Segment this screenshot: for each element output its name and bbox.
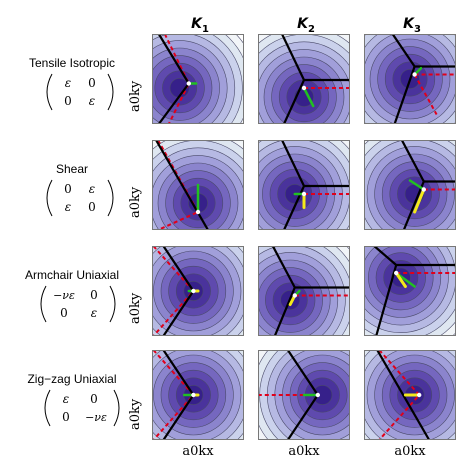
contour-panel-r4-k2 — [258, 350, 350, 440]
contour-panel-r2-k2 — [258, 140, 350, 230]
brillouin-zone-edge — [373, 246, 456, 336]
dirac-point-marker — [412, 72, 417, 77]
strain-matrix-shear: 0 ε ε 0 — [40, 178, 120, 218]
dirac-point-marker — [394, 270, 399, 276]
dirac-point-marker — [315, 392, 320, 398]
dirac-point-marker — [301, 85, 307, 91]
column-header-k1: K1 — [150, 16, 250, 35]
matrix-cell: −νε — [85, 411, 107, 424]
matrix-brackets: ε 0 0 ε — [46, 73, 114, 111]
contour-panel-r1-k1 — [152, 34, 244, 124]
matrix-cell: 0 — [60, 306, 68, 320]
dirac-point-marker — [191, 392, 196, 398]
y-axis-label: a0ky — [128, 80, 143, 112]
x-axis-label: a0kx — [182, 444, 214, 459]
strain-matrix-tensile: ε 0 0 ε — [40, 72, 120, 112]
dashed-boundary-line — [152, 246, 195, 336]
row-title-tensile-isotropic: Tensile Isotropic — [28, 56, 116, 70]
matrix-brackets: −νε 0 0 ε — [40, 285, 116, 323]
contour-panel-r1-k3 — [364, 34, 456, 124]
dirac-point-marker — [421, 187, 426, 192]
dashed-boundary-line — [378, 350, 421, 440]
column-header-k2: K2 — [256, 16, 356, 35]
dirac-point-marker — [301, 191, 307, 197]
brillouin-zone-edge — [281, 140, 350, 230]
matrix-cell: ε — [91, 306, 97, 320]
y-axis-label: a0ky — [128, 292, 143, 324]
matrix-cell: 0 — [64, 94, 72, 108]
contour-panel-r4-k3 — [364, 350, 456, 440]
matrix-cell: −νε — [53, 289, 75, 302]
matrix-brackets: ε 0 0 −νε — [44, 389, 120, 427]
strain-matrix-zigzag: ε 0 0 −νε — [40, 388, 120, 428]
matrix-cell: 0 — [88, 76, 96, 90]
y-axis-label: a0ky — [128, 398, 143, 430]
brillouin-zone-edge — [400, 140, 456, 230]
dirac-point-marker — [186, 81, 191, 86]
x-axis-label: a0kx — [288, 444, 320, 459]
dirac-point-marker — [417, 392, 422, 398]
column-sub: 1 — [201, 23, 209, 35]
matrix-cell: 0 — [88, 200, 96, 214]
column-symbol: K — [191, 16, 202, 32]
dirac-point-marker — [292, 293, 297, 298]
dirac-shift-arrow — [408, 179, 426, 191]
dirac-point-marker — [191, 288, 196, 294]
dashed-boundary-line — [163, 34, 190, 124]
contour-panel-r1-k2 — [258, 34, 350, 124]
brillouin-zone-edge — [391, 34, 456, 124]
matrix-cell: ε — [89, 182, 95, 196]
matrix-cell: 0 — [90, 392, 98, 406]
dashed-boundary-line — [152, 350, 195, 440]
y-axis-label: a0ky — [128, 186, 143, 218]
x-axis-label: a0kx — [394, 444, 426, 459]
contour-panel-r3-k2 — [258, 246, 350, 336]
dirac-point-marker — [195, 209, 201, 215]
column-header-k3: K3 — [362, 16, 462, 35]
matrix-cell: ε — [65, 76, 71, 90]
vector-potential-arrow — [413, 188, 426, 214]
column-symbol: K — [403, 16, 414, 32]
vector-potential-arrow — [394, 271, 407, 288]
matrix-cell: 0 — [64, 182, 72, 196]
column-symbol: K — [297, 16, 308, 32]
column-sub: 3 — [413, 23, 421, 35]
brillouin-zone-edge — [271, 246, 350, 336]
brillouin-zone-edge — [376, 350, 431, 440]
column-sub: 2 — [307, 23, 315, 35]
matrix-cell: ε — [89, 94, 95, 108]
contour-panel-r4-k1 — [152, 350, 244, 440]
matrix-brackets: 0 ε ε 0 — [46, 179, 114, 217]
matrix-cell: 0 — [90, 288, 98, 302]
contour-panel-r2-k3 — [364, 140, 456, 230]
contour-panel-r3-k3 — [364, 246, 456, 336]
matrix-cell: ε — [63, 392, 69, 406]
row-title-armchair-uniaxial: Armchair Uniaxial — [24, 268, 120, 282]
brillouin-zone-edge — [155, 140, 209, 230]
dirac-shift-arrow — [302, 86, 315, 108]
contour-panel-r3-k1 — [152, 246, 244, 336]
row-title-zigzag-uniaxial: Zig−zag Uniaxial — [27, 372, 117, 386]
dashed-boundary-line — [413, 73, 456, 115]
brillouin-zone-edge — [281, 34, 350, 124]
matrix-cell: 0 — [62, 410, 70, 424]
row-title-shear: Shear — [55, 162, 89, 176]
matrix-cell: ε — [65, 200, 71, 214]
contour-panel-r2-k1 — [152, 140, 244, 230]
strain-matrix-armchair: −νε 0 0 ε — [40, 284, 120, 324]
